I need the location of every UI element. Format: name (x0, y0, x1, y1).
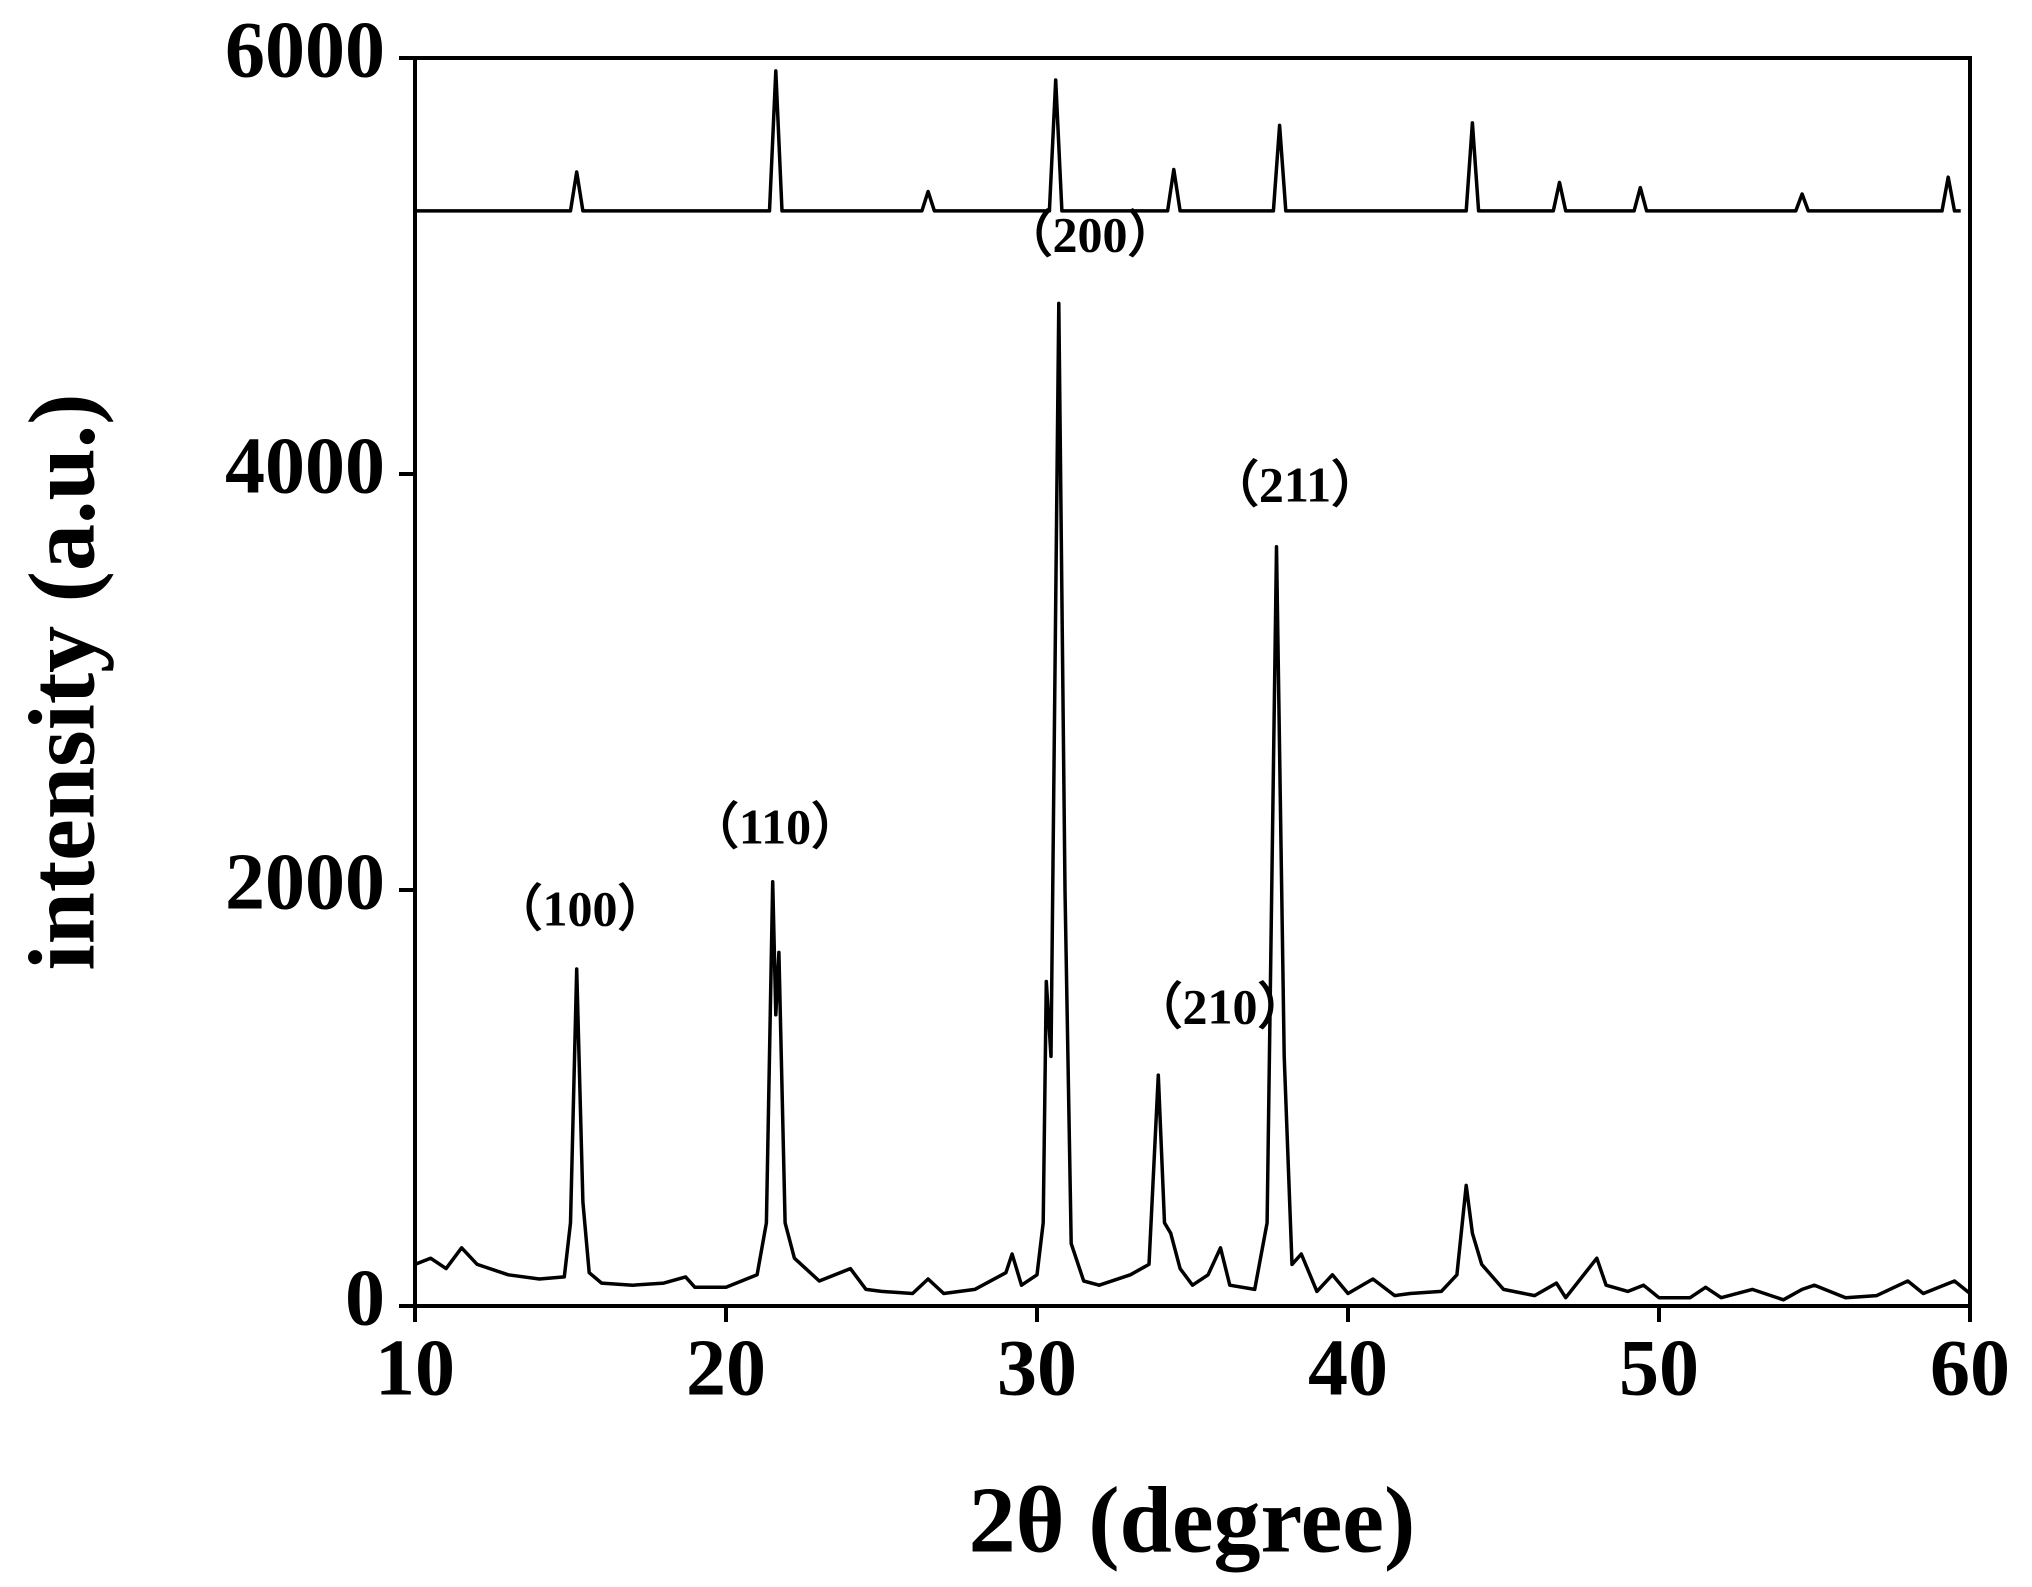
y-tick-label: 4000 (225, 422, 385, 510)
y-tick-label: 2000 (225, 838, 385, 926)
peak-label: （110） (689, 798, 861, 854)
series-line (414, 301, 1972, 1302)
peak-label: （100） (493, 880, 668, 936)
x-tick-label: 50 (1619, 1324, 1699, 1412)
y-axis-label: intensity (a.u.) (11, 393, 115, 970)
series-line (415, 69, 1961, 213)
y-tick-label: 6000 (225, 6, 385, 94)
plot-frame (413, 56, 1972, 1308)
x-tick-label: 60 (1930, 1324, 2010, 1412)
x-tick-label: 40 (1308, 1324, 1388, 1412)
peak-label: （211） (1209, 456, 1381, 512)
peak-label: （200） (1003, 206, 1178, 262)
x-axis-label: 2θ (degree) (969, 1469, 1416, 1573)
peak-label: （210） (1133, 978, 1308, 1034)
x-tick-label: 10 (375, 1324, 455, 1412)
x-tick-label: 20 (686, 1324, 766, 1412)
y-tick-label: 0 (345, 1254, 385, 1342)
x-tick-label: 30 (997, 1324, 1077, 1412)
